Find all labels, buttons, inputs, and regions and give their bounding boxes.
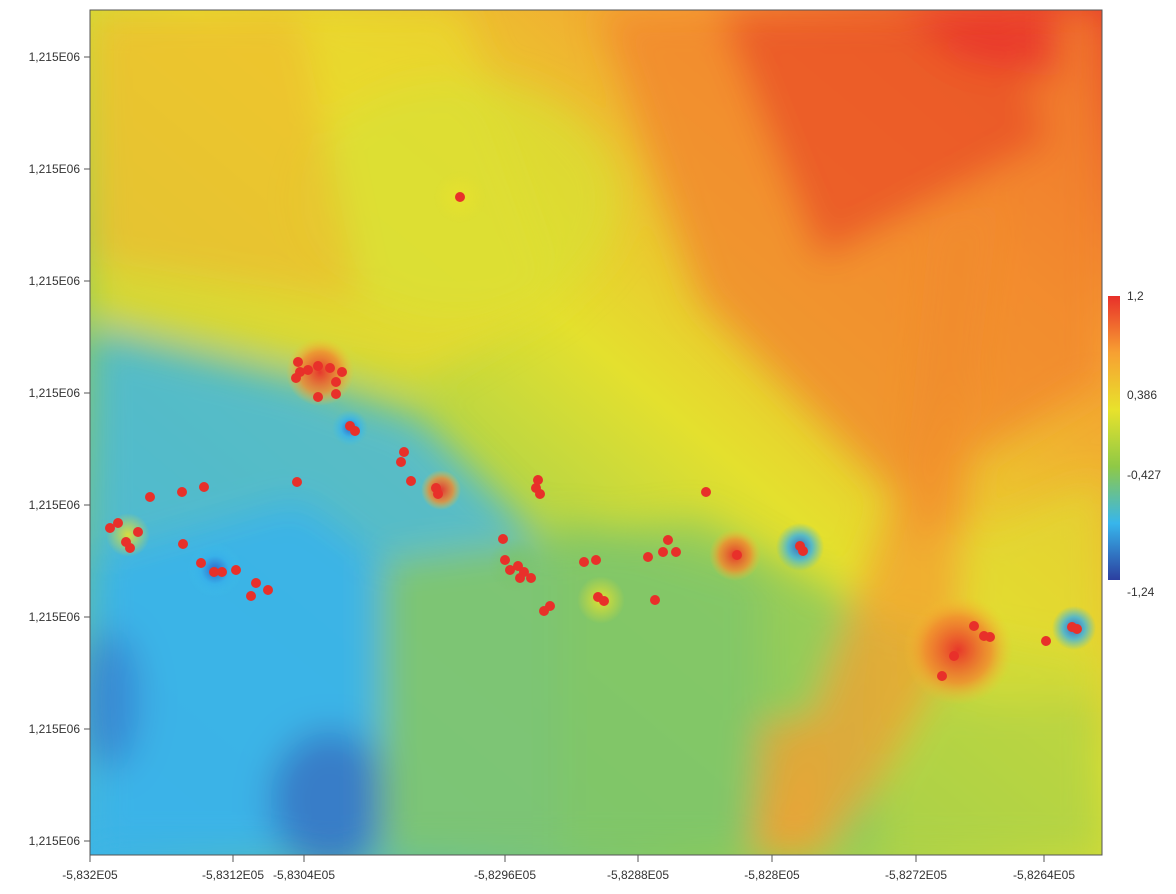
colorbar-label-min: -1,24 [1127, 585, 1155, 599]
sample-point [985, 632, 995, 642]
sample-point [433, 489, 443, 499]
sample-point [196, 558, 206, 568]
sample-point [658, 547, 668, 557]
sample-point [399, 447, 409, 457]
sample-point [133, 527, 143, 537]
sample-point [217, 567, 227, 577]
sample-point [331, 377, 341, 387]
x-tick-label: -5,832E05 [62, 868, 118, 882]
sample-point [350, 426, 360, 436]
sample-point [1041, 636, 1051, 646]
sample-point [313, 361, 323, 371]
sample-point [396, 457, 406, 467]
sample-point [292, 477, 302, 487]
sample-point [331, 389, 341, 399]
sample-point [325, 363, 335, 373]
y-tick-label: 1,215E06 [29, 610, 81, 624]
y-tick-label: 1,215E06 [29, 274, 81, 288]
sample-point [650, 595, 660, 605]
sample-point [177, 487, 187, 497]
sample-point [500, 555, 510, 565]
colorbar-ramp [1108, 296, 1120, 580]
sample-point [798, 546, 808, 556]
sample-point [579, 557, 589, 567]
sample-point [406, 476, 416, 486]
x-tick-label: -5,8304E05 [273, 868, 335, 882]
sample-point [526, 573, 536, 583]
x-tick-label: -5,8288E05 [607, 868, 669, 882]
y-tick-label: 1,215E06 [29, 834, 81, 848]
x-tick-label: -5,8312E05 [202, 868, 264, 882]
x-tick-label: -5,8272E05 [885, 868, 947, 882]
colorbar-label-max: 1,2 [1127, 289, 1144, 303]
sample-point [663, 535, 673, 545]
sample-point [251, 578, 261, 588]
sample-point [949, 651, 959, 661]
sample-point [701, 487, 711, 497]
y-axis: 1,215E06 1,215E06 1,215E06 1,215E06 1,215E06… [29, 50, 90, 848]
sample-point [105, 523, 115, 533]
sample-point [498, 534, 508, 544]
colorbar: 1,2 0,386 -0,427 -1,24 [1108, 289, 1161, 599]
sample-point [263, 585, 273, 595]
map-frame [89, 9, 1103, 856]
y-tick-label: 1,215E06 [29, 722, 81, 736]
sample-point [231, 565, 241, 575]
sample-point [515, 573, 525, 583]
sample-point [178, 539, 188, 549]
x-tick-label: -5,8264E05 [1013, 868, 1075, 882]
sample-points [105, 192, 1082, 681]
sample-point [535, 489, 545, 499]
sample-point [303, 365, 313, 375]
sample-point [599, 596, 609, 606]
y-tick-label: 1,215E06 [29, 50, 81, 64]
sample-point [591, 555, 601, 565]
sample-point [293, 357, 303, 367]
sample-point [505, 565, 515, 575]
sample-point [643, 552, 653, 562]
sample-point [199, 482, 209, 492]
sample-point [113, 518, 123, 528]
x-tick-label: -5,828E05 [744, 868, 800, 882]
colorbar-label-lower: -0,427 [1127, 468, 1161, 482]
y-tick-label: 1,215E06 [29, 386, 81, 400]
x-tick-label: -5,8296E05 [474, 868, 536, 882]
sample-point [533, 475, 543, 485]
y-tick-label: 1,215E06 [29, 162, 81, 176]
x-axis: -5,832E05 -5,8312E05 -5,8304E05 -5,8296E05 -… [62, 855, 1075, 882]
sample-point [1072, 624, 1082, 634]
sample-point [246, 591, 256, 601]
sample-point [671, 547, 681, 557]
sample-point [455, 192, 465, 202]
sample-point [337, 367, 347, 377]
sample-point [937, 671, 947, 681]
sample-point [539, 606, 549, 616]
colorbar-label-upper: 0,386 [1127, 388, 1157, 402]
interpolated-surface [90, 10, 1102, 855]
y-tick-label: 1,215E06 [29, 498, 81, 512]
sample-point [145, 492, 155, 502]
sample-point [969, 621, 979, 631]
sample-point [125, 543, 135, 553]
sample-point [313, 392, 323, 402]
sample-point [732, 550, 742, 560]
sample-point [291, 373, 301, 383]
sample-point [209, 567, 219, 577]
